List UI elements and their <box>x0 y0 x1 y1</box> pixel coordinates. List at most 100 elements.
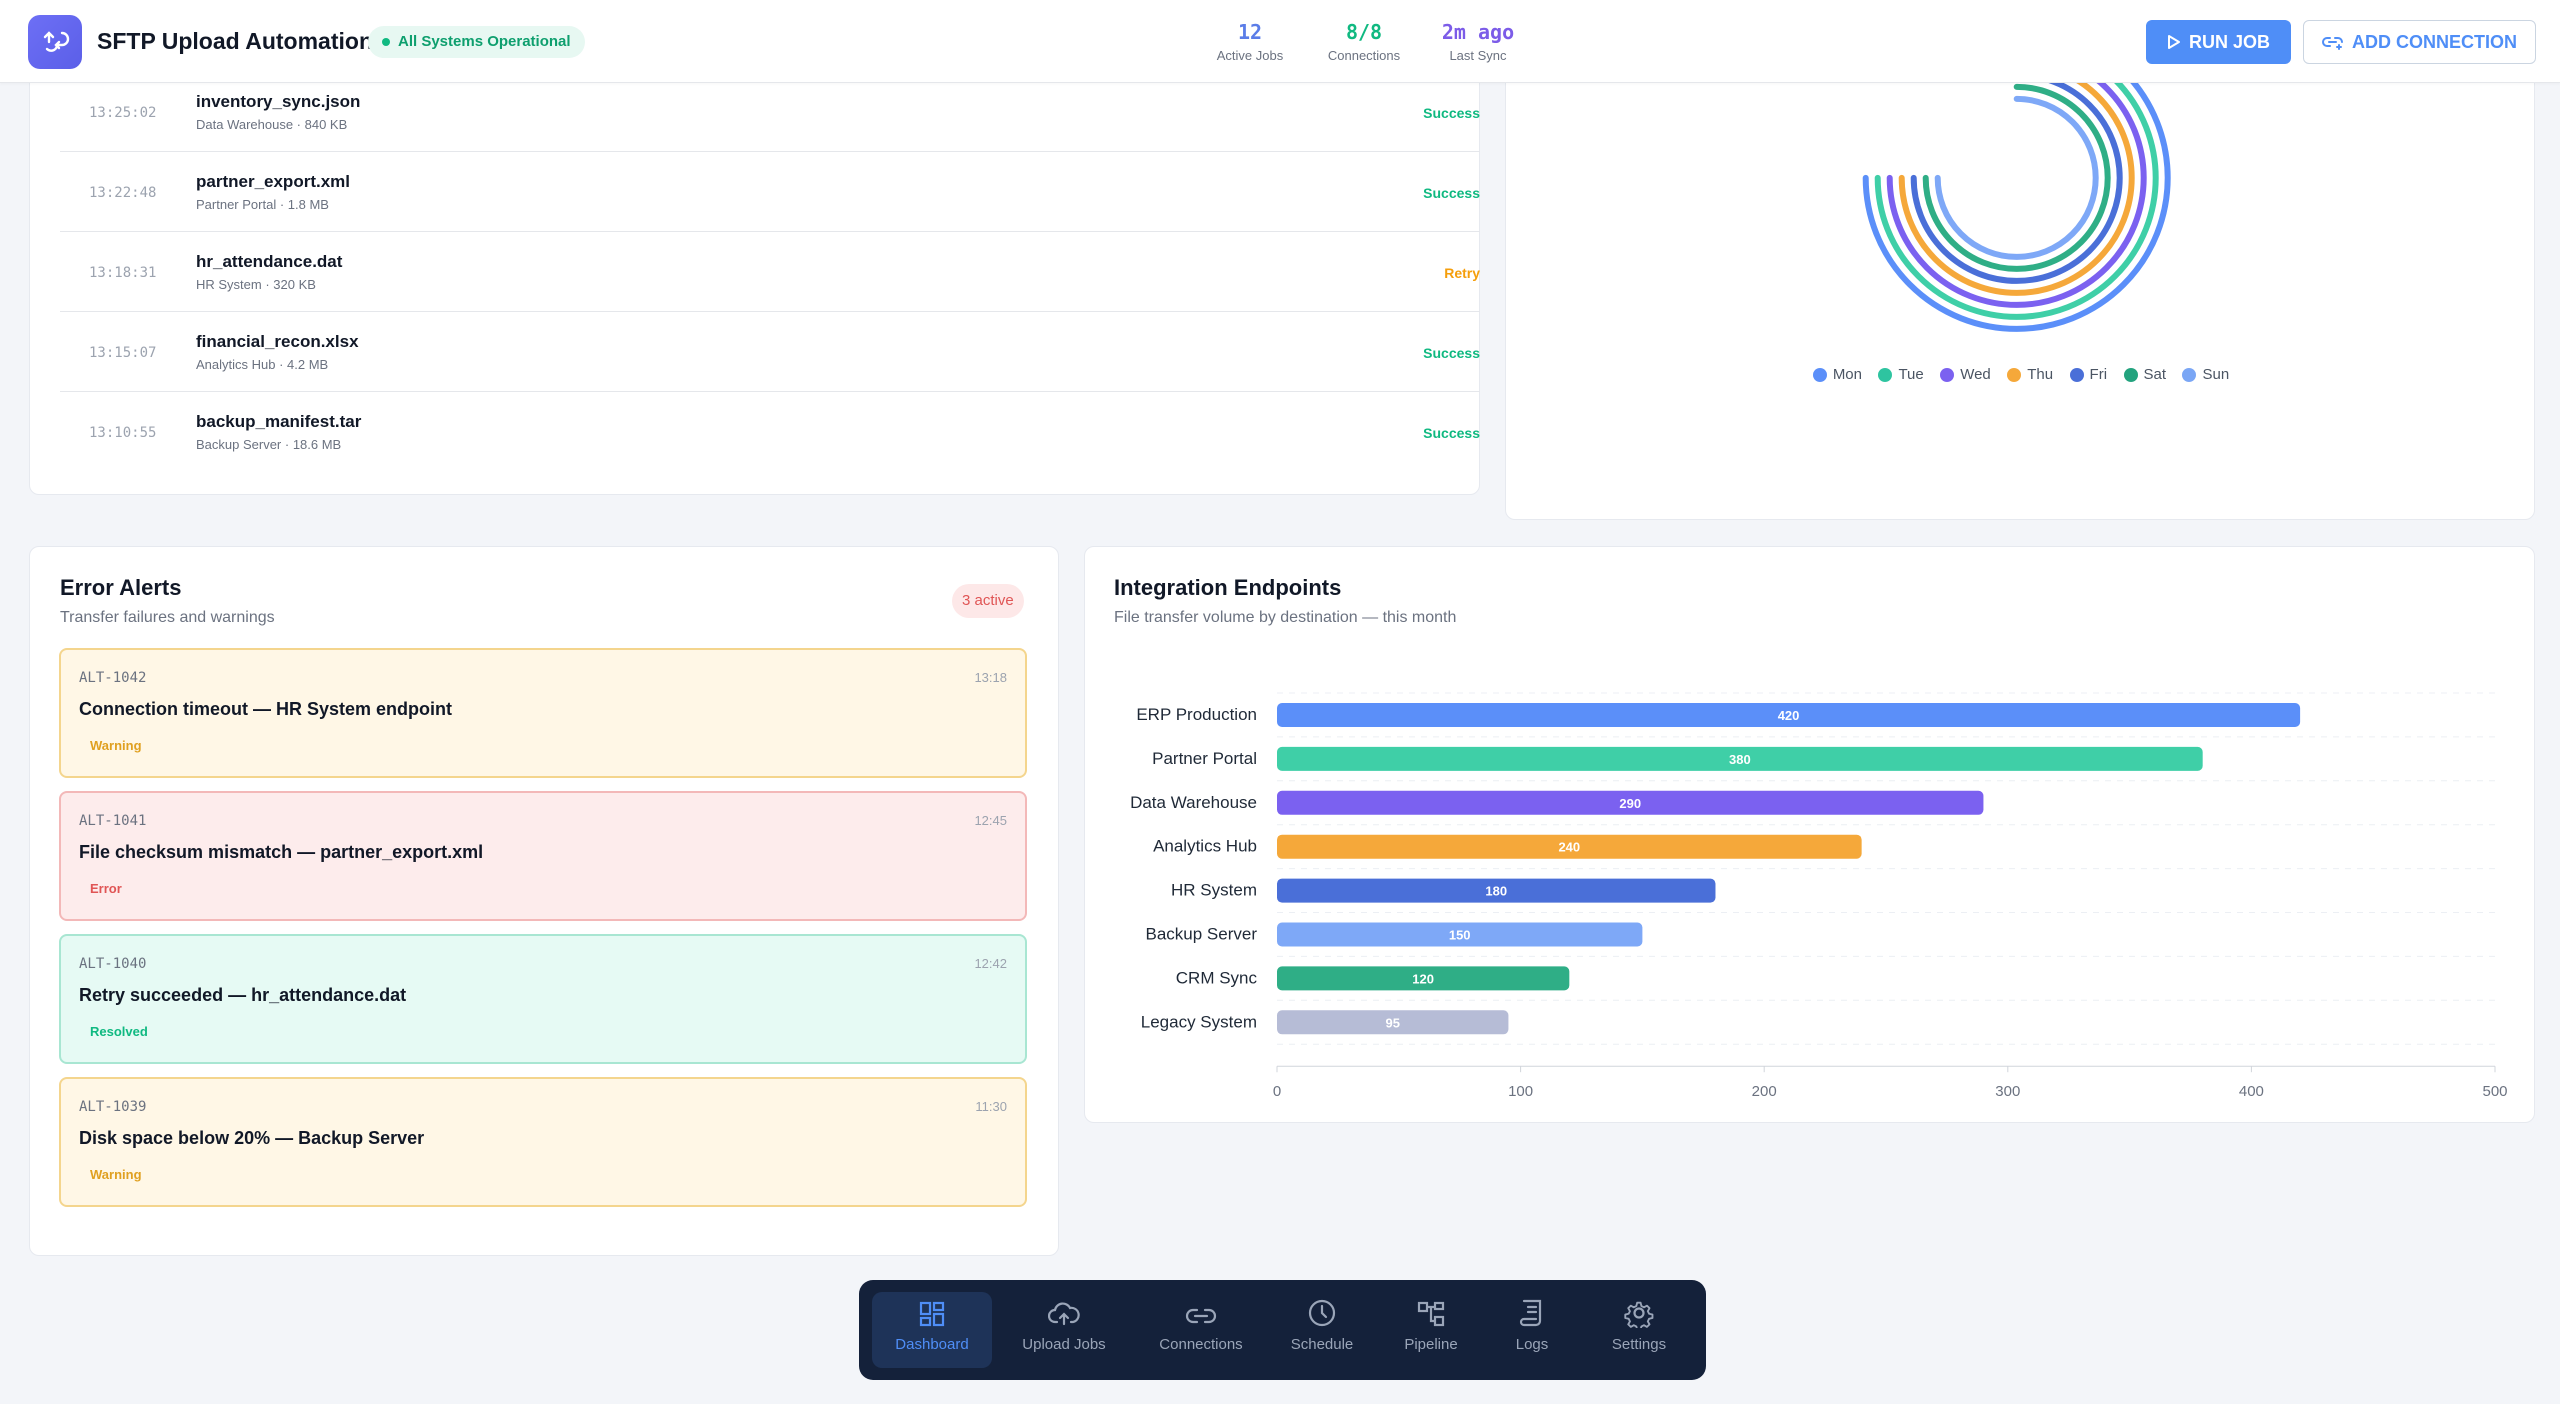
bar <box>1277 922 1643 947</box>
legend-item: Mon <box>1812 366 1862 383</box>
transfer-time: 13:18:31 <box>89 265 157 281</box>
legend-item: Sat <box>2123 366 2166 383</box>
nav-settings[interactable]: Settings <box>1584 1292 1694 1368</box>
ring-mon <box>1862 71 2171 332</box>
nav-label: Settings <box>1611 1336 1667 1353</box>
transfer-time: 13:25:02 <box>89 105 157 121</box>
legend-swatch <box>2007 367 2022 382</box>
bar-category-label: ERP Production <box>1136 705 1257 724</box>
legend-swatch <box>1878 367 1893 382</box>
legend-item: Tue <box>1878 366 1924 383</box>
radial-chart <box>1862 71 2171 332</box>
stat-connections: 8/8 Connections <box>1318 20 1410 63</box>
transfer-time: 13:10:55 <box>89 425 157 441</box>
x-tick-label: 0 <box>1273 1083 1281 1100</box>
nav-label: Dashboard <box>895 1336 969 1353</box>
stat-active-jobs-label: Active Jobs <box>1216 48 1284 63</box>
alert-item[interactable]: ALT-1042 13:18 Connection timeout — HR S… <box>59 648 1027 778</box>
transfer-filename: financial_recon.xlsx <box>196 332 359 351</box>
transfer-filename: partner_export.xml <box>196 172 350 191</box>
bar-category-label: Data Warehouse <box>1130 793 1257 812</box>
pipeline-icon <box>1417 1301 1445 1327</box>
alert-severity: Warning <box>90 1167 142 1182</box>
legend-label: Tue <box>1898 366 1924 383</box>
nav-connections[interactable]: Connections <box>1141 1292 1261 1368</box>
transfer-row[interactable]: 13:10:55 backup_manifest.tar Backup Serv… <box>60 392 1480 472</box>
nav-label: Pipeline <box>1404 1336 1458 1353</box>
alert-time: 13:18 <box>974 670 1007 685</box>
nav-label: Logs <box>1515 1336 1549 1353</box>
transfer-row[interactable]: 13:15:07 financial_recon.xlsx Analytics … <box>60 312 1480 392</box>
sync-logo-icon <box>43 31 70 52</box>
add-connection-button[interactable]: ADD CONNECTION <box>2303 20 2536 64</box>
clock-icon <box>1308 1299 1336 1327</box>
transfer-status: Success <box>1423 185 1480 201</box>
logs-icon <box>1519 1299 1542 1327</box>
nav-logs[interactable]: Logs <box>1487 1292 1577 1368</box>
nav-upload-jobs[interactable]: Upload Jobs <box>1004 1292 1124 1368</box>
transfer-time: 13:15:07 <box>89 345 157 361</box>
alert-item[interactable]: ALT-1041 12:45 File checksum mismatch — … <box>59 791 1027 921</box>
bar-value-label: 290 <box>1619 796 1641 811</box>
stat-active-jobs-value: 12 <box>1237 20 1263 44</box>
nav-label: Schedule <box>1290 1336 1354 1353</box>
transfer-row[interactable]: 13:25:02 inventory_sync.json Data Wareho… <box>60 72 1480 152</box>
legend-swatch <box>1940 367 1955 382</box>
integration-endpoints-card: Integration Endpoints File transfer volu… <box>1084 546 2535 1123</box>
legend-swatch <box>2182 367 2197 382</box>
integration-endpoints-subtitle: File transfer volume by destination — th… <box>1114 609 1457 626</box>
bar-category-label: Partner Portal <box>1152 749 1257 768</box>
bar-value-label: 120 <box>1412 971 1434 986</box>
alert-id: ALT-1042 <box>79 670 147 686</box>
app-logo <box>28 15 82 69</box>
bar <box>1277 1010 1509 1035</box>
alert-id: ALT-1041 <box>79 813 147 829</box>
bottom-nav: Dashboard Upload Jobs Connections Schedu… <box>859 1280 1706 1380</box>
transfer-meta: Data Warehouse · 840 KB <box>196 117 348 132</box>
nav-label: Upload Jobs <box>1022 1336 1106 1353</box>
bar-value-label: 95 <box>1385 1015 1399 1030</box>
transfer-row[interactable]: 13:22:48 partner_export.xml Partner Port… <box>60 152 1480 232</box>
nav-dashboard[interactable]: Dashboard <box>872 1292 992 1368</box>
system-status-badge: All Systems Operational <box>368 26 585 58</box>
ring-wed <box>1886 71 2147 308</box>
active-alerts-badge: 3 active <box>952 584 1024 618</box>
nav-schedule[interactable]: Schedule <box>1267 1292 1377 1368</box>
alert-message: Disk space below 20% — Backup Server <box>79 1128 425 1148</box>
run-job-button[interactable]: RUN JOB <box>2146 20 2291 64</box>
ring-fri <box>1910 71 2123 284</box>
legend-swatch <box>2123 367 2138 382</box>
transfer-row[interactable]: 13:18:31 hr_attendance.dat HR System · 3… <box>60 232 1480 312</box>
add-connection-label: ADD CONNECTION <box>2352 31 2517 52</box>
status-dot <box>382 38 390 46</box>
alert-message: Retry succeeded — hr_attendance.dat <box>79 985 407 1005</box>
link-icon <box>1185 1308 1217 1324</box>
alert-message: Connection timeout — HR System endpoint <box>79 699 453 719</box>
legend-label: Sun <box>2202 366 2230 383</box>
ring-thu <box>1898 71 2135 296</box>
nav-pipeline[interactable]: Pipeline <box>1381 1292 1481 1368</box>
alert-time: 12:45 <box>974 813 1007 828</box>
alert-severity: Error <box>90 881 122 896</box>
bar <box>1277 966 1570 991</box>
bar-category-label: Analytics Hub <box>1153 837 1257 856</box>
alert-item[interactable]: ALT-1039 11:30 Disk space below 20% — Ba… <box>59 1077 1027 1207</box>
alert-id: ALT-1039 <box>79 1099 147 1115</box>
alert-severity: Warning <box>90 738 142 753</box>
bar-category-label: Legacy System <box>1141 1012 1257 1031</box>
transfer-filename: inventory_sync.json <box>196 92 361 111</box>
recent-transfers-card: 13:25:02 inventory_sync.json Data Wareho… <box>29 60 1480 495</box>
bar <box>1277 703 2301 727</box>
stat-last-sync-label: Last Sync <box>1449 48 1507 63</box>
transfer-meta: Partner Portal · 1.8 MB <box>196 197 329 212</box>
transfer-meta: HR System · 320 KB <box>196 277 316 292</box>
transfer-time: 13:22:48 <box>89 185 157 201</box>
weekly-radial-card: Mon Tue Wed Thu Fri Sat Sun <box>1505 60 2535 520</box>
alert-item[interactable]: ALT-1040 12:42 Retry succeeded — hr_atte… <box>59 934 1027 1064</box>
bar-category-label: HR System <box>1171 881 1257 900</box>
legend-item: Fri <box>2069 366 2107 383</box>
transfer-meta: Analytics Hub · 4.2 MB <box>196 357 329 372</box>
run-job-label: RUN JOB <box>2188 31 2270 52</box>
legend-swatch <box>1812 367 1827 382</box>
alert-time: 12:42 <box>974 956 1007 971</box>
